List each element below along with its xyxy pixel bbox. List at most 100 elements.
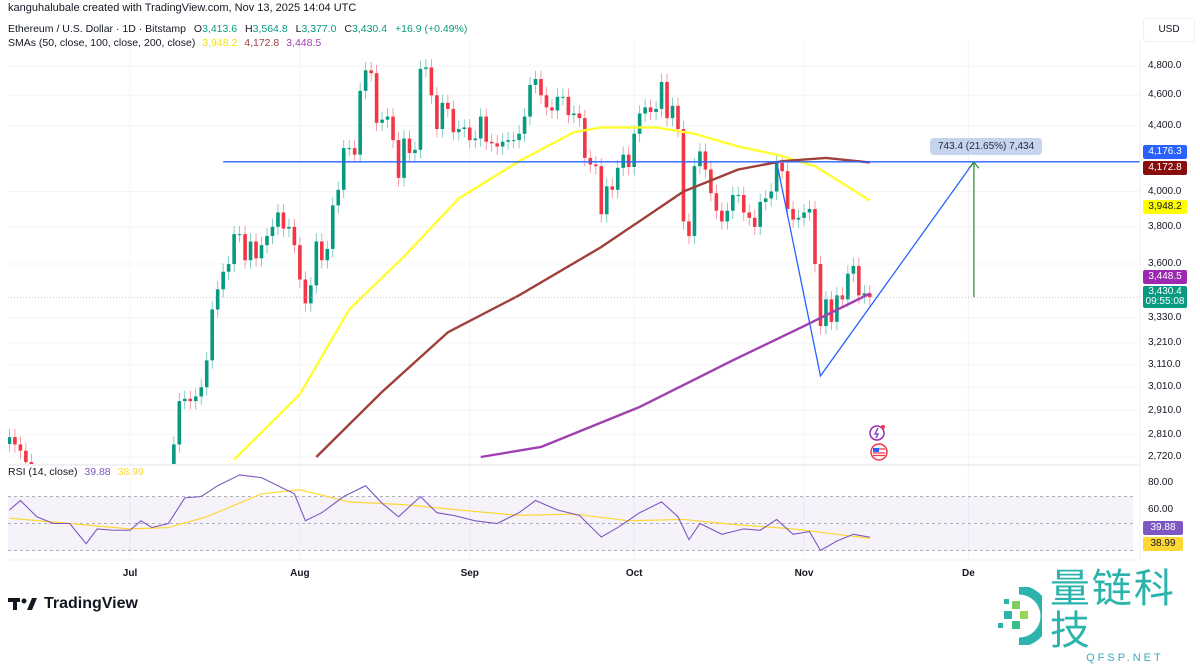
rsi-tick-label: 60.00 <box>1148 504 1174 515</box>
candle <box>851 257 856 282</box>
candle <box>221 263 225 298</box>
tradingview-logo[interactable]: TradingView <box>8 595 138 613</box>
price-chart[interactable] <box>0 0 1200 626</box>
candle-body <box>292 226 297 246</box>
sma100-value: 4,172.8 <box>244 37 280 49</box>
candle-body <box>237 234 242 236</box>
candle-body <box>769 191 773 199</box>
candle <box>407 130 412 162</box>
candle <box>758 193 762 236</box>
time-tick-label: Sep <box>460 568 479 579</box>
candle-body <box>544 95 549 108</box>
candle-body <box>358 90 362 155</box>
candle-body <box>210 309 214 361</box>
candle <box>802 204 806 227</box>
candle <box>720 202 724 230</box>
candle-body <box>330 205 335 249</box>
candle <box>604 178 609 223</box>
candle <box>314 233 319 294</box>
price-tick-label: 3,010.0 <box>1148 381 1182 393</box>
close-value: 3,430.4 <box>352 23 388 35</box>
candle <box>747 204 752 227</box>
candle <box>259 236 264 267</box>
candle-body <box>659 81 664 109</box>
candle-body <box>18 444 23 451</box>
candle-body <box>380 119 384 123</box>
watermark-text: 量链科技 <box>1049 567 1176 653</box>
main-pane <box>8 59 1140 464</box>
candle <box>374 64 379 132</box>
candle-body <box>736 194 741 196</box>
candle-body <box>796 217 801 220</box>
high-value: 3,564.8 <box>252 23 288 35</box>
candle-body <box>478 116 483 139</box>
candle-body <box>758 201 762 227</box>
candle-body <box>692 166 697 236</box>
candle-body <box>687 221 691 236</box>
candle <box>177 392 182 453</box>
symbol-title[interactable]: Ethereum / U.S. Dollar · 1D · Bitstamp <box>8 23 186 35</box>
sma50-value: 3,948.2 <box>202 37 238 49</box>
candle <box>18 436 23 460</box>
candle-body <box>402 138 406 178</box>
candle <box>429 59 434 104</box>
low-value: 3,377.0 <box>301 23 337 35</box>
candle <box>643 99 647 122</box>
candle-body <box>385 116 390 120</box>
rsi-legend: RSI (14, close) 39.88 38.99 <box>8 466 144 478</box>
price-tick-label: 4,600.0 <box>1148 89 1182 101</box>
candle-body <box>714 193 719 211</box>
candle-body <box>632 133 636 167</box>
sma-legend-label[interactable]: SMAs (50, close, 100, close, 200, close) <box>8 37 196 49</box>
rsi-pane <box>8 474 1133 552</box>
us-flag-event-icon[interactable] <box>868 443 890 466</box>
candle <box>736 186 741 204</box>
candle-body <box>226 264 231 272</box>
candle <box>210 301 214 369</box>
currency-button[interactable]: USD <box>1143 18 1195 42</box>
rsi-value: 39.88 <box>84 466 111 478</box>
measure-label[interactable]: 743.4 (21.65%) 7,434 <box>930 138 1043 155</box>
candle-body <box>259 245 264 259</box>
candle-body <box>665 81 669 119</box>
candle <box>654 100 658 121</box>
rsi-ma-badge: 38.99 <box>1143 537 1183 551</box>
rsi-ma-value: 38.99 <box>117 466 144 478</box>
candle-body <box>320 241 324 261</box>
candle <box>659 73 664 118</box>
candle-body <box>8 437 12 444</box>
time-tick-label: Aug <box>290 568 310 579</box>
candle-body <box>583 118 587 158</box>
candle <box>352 139 357 163</box>
candle-body <box>506 140 510 142</box>
candle-body <box>851 265 856 274</box>
candle-body <box>424 67 428 69</box>
candle <box>681 120 686 230</box>
rsi-label[interactable]: RSI (14, close) <box>8 466 78 478</box>
candle-body <box>13 437 17 445</box>
candle <box>626 146 631 176</box>
candle-body <box>440 102 445 130</box>
candle-body <box>572 113 576 116</box>
candle <box>336 181 341 214</box>
rsi-tick-label: 80.00 <box>1148 477 1174 488</box>
candle-body <box>462 127 467 130</box>
candle <box>846 265 850 308</box>
candle-body <box>528 84 532 117</box>
candle-body <box>309 285 313 304</box>
candle <box>670 97 675 127</box>
symbol-legend: Ethereum / U.S. Dollar · 1D · Bitstamp O… <box>8 23 468 49</box>
candle-body <box>500 141 505 147</box>
candle-body <box>215 289 220 310</box>
candle-body <box>407 138 412 154</box>
candle <box>347 139 351 157</box>
last-price: 3,430.4 <box>1148 286 1182 297</box>
price-tick-label: 4,800.0 <box>1148 60 1182 71</box>
rsi-badge: 39.88 <box>1143 521 1183 535</box>
candle-body <box>457 129 461 133</box>
lightning-event-icon[interactable] <box>866 424 886 447</box>
candle <box>714 185 719 220</box>
candle-body <box>396 140 401 178</box>
candle <box>824 291 828 335</box>
candle-body <box>561 96 565 98</box>
